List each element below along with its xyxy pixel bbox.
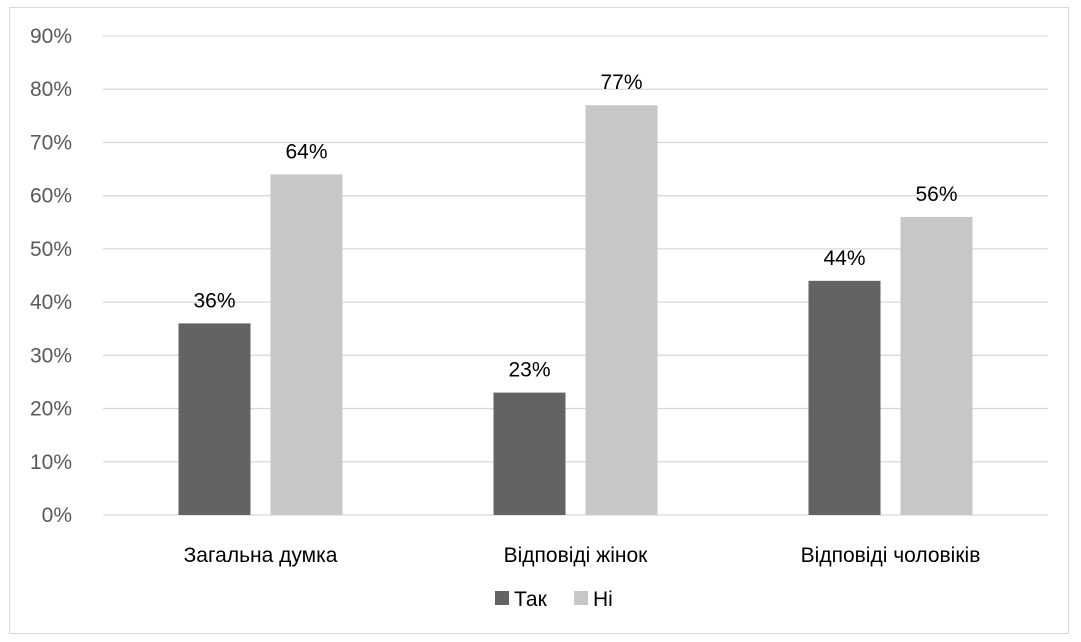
- y-tick-label: 60%: [30, 185, 72, 208]
- y-tick-label: 10%: [30, 451, 72, 474]
- bar: [585, 105, 658, 515]
- y-tick-label: 0%: [42, 504, 72, 527]
- bar: [493, 392, 566, 515]
- legend-swatch: [574, 591, 588, 605]
- bar: [808, 280, 881, 515]
- data-label: 64%: [285, 140, 327, 163]
- y-tick-label: 70%: [30, 131, 72, 154]
- x-category-label: Загальна думка: [184, 544, 338, 567]
- data-label: 44%: [823, 247, 865, 270]
- y-tick-label: 20%: [30, 398, 72, 421]
- bar: [270, 174, 343, 515]
- legend-label: Так: [514, 588, 548, 611]
- y-tick-label: 40%: [30, 291, 72, 314]
- x-category-label: Відповіді жінок: [504, 544, 649, 567]
- data-label: 23%: [508, 359, 550, 382]
- y-tick-label: 30%: [30, 344, 72, 367]
- y-tick-label: 80%: [30, 78, 72, 101]
- data-label: 77%: [600, 71, 642, 94]
- legend-label: Ні: [593, 588, 613, 611]
- chart-area: [9, 7, 1069, 634]
- y-tick-label: 90%: [30, 25, 72, 48]
- x-category-label: Відповіді чоловіків: [801, 544, 981, 567]
- data-label: 36%: [193, 289, 235, 312]
- data-label: 56%: [915, 183, 957, 206]
- bar: [178, 323, 251, 515]
- legend-swatch: [495, 591, 509, 605]
- bar: [900, 216, 973, 515]
- y-tick-label: 50%: [30, 238, 72, 261]
